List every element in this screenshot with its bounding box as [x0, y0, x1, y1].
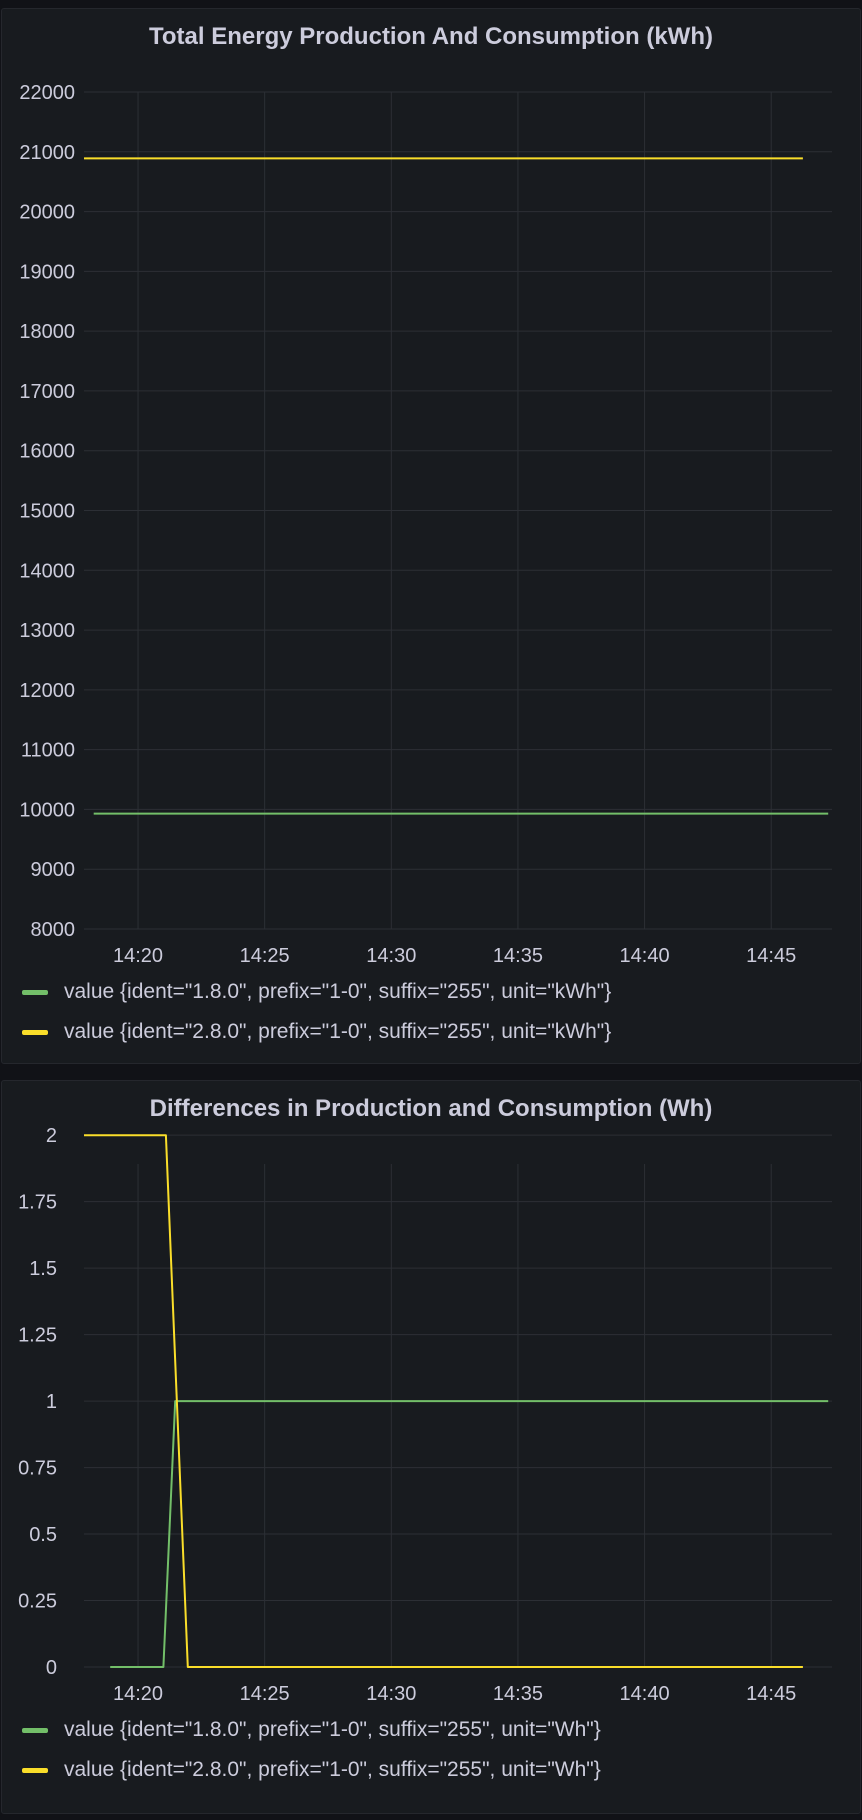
y-tick-label: 11000 [21, 740, 75, 762]
panel-title[interactable]: Differences in Production and Consumptio… [149, 1095, 713, 1122]
legend-item-series-2[interactable]: value {ident="2.8.0", prefix="1-0", suff… [22, 1750, 601, 1790]
legend: value {ident="1.8.0", prefix="1-0", suff… [22, 972, 611, 1052]
y-tick-label: 0.75 [18, 1458, 57, 1480]
legend-label: value {ident="1.8.0", prefix="1-0", suff… [64, 980, 612, 1003]
legend-item-series-1[interactable]: value {ident="1.8.0", prefix="1-0", suff… [22, 972, 611, 1012]
y-tick-label: 0.5 [29, 1524, 57, 1546]
x-tick-label: 14:30 [366, 1683, 416, 1705]
legend-label: value {ident="2.8.0", prefix="1-0", suff… [64, 1758, 601, 1781]
x-tick-label: 14:20 [113, 945, 163, 967]
y-tick-label: 10000 [19, 799, 75, 821]
energy-diff-panel: Differences in Production and Consumptio… [1, 1080, 861, 1814]
y-tick-label: 14000 [19, 560, 75, 582]
y-tick-label: 9000 [31, 859, 76, 881]
y-tick-label: 12000 [19, 680, 75, 702]
y-tick-label: 21000 [19, 142, 75, 164]
y-tick-label: 17000 [19, 381, 75, 403]
x-tick-label: 14:35 [493, 1683, 543, 1705]
y-tick-label: 20000 [19, 202, 75, 224]
y-tick-label: 1.5 [29, 1258, 57, 1280]
x-tick-label: 14:25 [240, 945, 290, 967]
y-tick-label: 22000 [19, 82, 75, 104]
y-tick-label: 0 [46, 1657, 57, 1679]
y-tick-label: 18000 [19, 321, 75, 343]
legend: value {ident="1.8.0", prefix="1-0", suff… [22, 1710, 601, 1790]
y-tick-label: 2 [46, 1125, 57, 1147]
x-tick-label: 14:45 [746, 945, 796, 967]
legend-item-series-1[interactable]: value {ident="1.8.0", prefix="1-0", suff… [22, 1710, 601, 1750]
x-tick-label: 14:45 [746, 1683, 796, 1705]
y-tick-label: 19000 [19, 261, 75, 283]
y-tick-label: 15000 [19, 501, 75, 523]
x-tick-label: 14:40 [620, 1683, 670, 1705]
legend-item-series-2[interactable]: value {ident="2.8.0", prefix="1-0", suff… [22, 1012, 611, 1052]
y-tick-label: 0.25 [18, 1591, 57, 1613]
x-tick-label: 14:40 [620, 945, 670, 967]
x-tick-label: 14:30 [366, 945, 416, 967]
energy-total-panel: Total Energy Production And Consumption … [1, 8, 861, 1064]
y-tick-label: 1.75 [18, 1192, 57, 1214]
legend-swatch [22, 1727, 48, 1733]
legend-label: value {ident="2.8.0", prefix="1-0", suff… [64, 1020, 612, 1043]
y-tick-label: 8000 [31, 919, 76, 941]
series-line-1 [110, 1400, 829, 1668]
energy-diff-chart: 0 0.25 0.5 0.75 1 1.25 1.5 1.75 2 14:20 14:25 14:30… [18, 1125, 832, 1705]
legend-swatch [22, 989, 48, 995]
y-tick-label: 13000 [19, 620, 75, 642]
x-tick-label: 14:25 [240, 1683, 290, 1705]
legend-swatch [22, 1029, 48, 1035]
x-tick-label: 14:35 [493, 945, 543, 967]
energy-total-chart: 8000 9000 10000 11000 12000 13000 14000 15000 16… [19, 82, 832, 967]
y-tick-label: 1 [46, 1391, 57, 1413]
panel-title[interactable]: Total Energy Production And Consumption … [149, 23, 713, 50]
x-tick-label: 14:20 [113, 1683, 163, 1705]
grid [84, 91, 832, 930]
series-line-2 [84, 1134, 803, 1668]
y-tick-label: 16000 [19, 441, 75, 463]
legend-swatch [22, 1767, 48, 1773]
legend-label: value {ident="1.8.0", prefix="1-0", suff… [64, 1718, 601, 1741]
y-tick-label: 1.25 [18, 1325, 57, 1347]
